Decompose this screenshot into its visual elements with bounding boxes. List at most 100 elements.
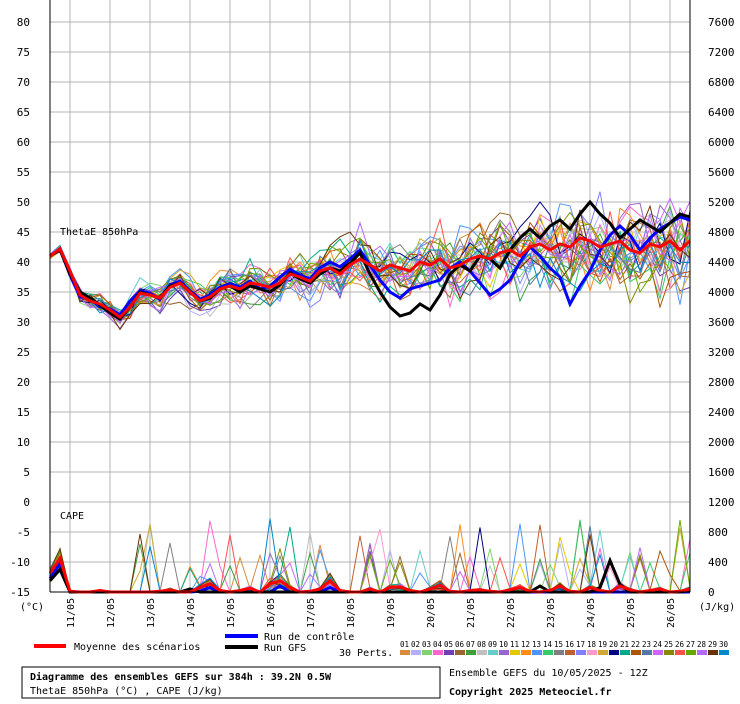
- left-tick-label: 55: [17, 166, 30, 179]
- pert-color-swatch: [477, 650, 487, 655]
- pert-color-swatch: [620, 650, 630, 655]
- pert-color-swatch: [455, 650, 465, 655]
- x-tick-label: 18/05: [346, 598, 357, 628]
- left-axis-unit: (°C): [20, 602, 44, 613]
- perturbation-legend: 01 02 03 04 05 06 07 08 09 10 11 12 13 14 15 16 17 18 19 20…: [400, 640, 729, 655]
- right-tick-label: 4000: [708, 286, 735, 299]
- right-tick-label: 3200: [708, 346, 735, 359]
- pert-color-swatch: [422, 650, 432, 655]
- left-tick-label: -5: [17, 526, 30, 539]
- pert-color-swatch: [433, 650, 443, 655]
- right-tick-label: 5600: [708, 166, 735, 179]
- pert-color-swatch: [664, 650, 674, 655]
- perturbation-thetae-line: [49, 221, 691, 324]
- right-tick-label: 2800: [708, 376, 735, 389]
- left-tick-label: 10: [17, 436, 30, 449]
- pert-number-label: 07: [466, 640, 475, 649]
- right-tick-label: 4400: [708, 256, 735, 269]
- left-tick-label: 65: [17, 106, 30, 119]
- pert-number-label: 19: [598, 640, 607, 649]
- pert-number-label: 01: [400, 640, 409, 649]
- left-tick-label: 45: [17, 226, 30, 239]
- x-tick-label: 20/05: [426, 598, 437, 628]
- right-tick-label: 2000: [708, 436, 735, 449]
- pert-number-label: 11: [510, 640, 519, 649]
- right-tick-label: 7200: [708, 46, 735, 59]
- right-tick-label: 4800: [708, 226, 735, 239]
- pert-color-swatch: [554, 650, 564, 655]
- pert-color-swatch: [444, 650, 454, 655]
- pert-number-label: 30: [719, 640, 729, 649]
- pert-color-swatch: [587, 650, 597, 655]
- panel-label-cape: CAPE: [60, 511, 84, 522]
- pert-number-label: 06: [455, 640, 465, 649]
- pert-number-label: 04: [433, 640, 443, 649]
- legend-gfs-label: Run GFS: [264, 643, 306, 654]
- left-tick-label: -15: [10, 586, 30, 599]
- right-tick-label: 2400: [708, 406, 735, 419]
- right-tick-label: 1200: [708, 496, 735, 509]
- pert-number-label: 13: [532, 640, 541, 649]
- legend-perts-label: 30 Perts.: [339, 648, 393, 659]
- footer-copyright: Copyright 2025 Meteociel.fr: [449, 686, 612, 698]
- left-tick-label: 60: [17, 136, 30, 149]
- left-tick-label: 80: [17, 16, 30, 29]
- right-tick-label: 7600: [708, 16, 735, 29]
- x-tick-label: 22/05: [506, 598, 517, 628]
- pert-number-label: 17: [576, 640, 585, 649]
- pert-number-label: 05: [444, 640, 453, 649]
- left-tick-label: 0: [23, 496, 30, 509]
- x-tick-label: 26/05: [666, 598, 677, 628]
- pert-number-label: 03: [422, 640, 431, 649]
- pert-number-label: 28: [697, 640, 707, 649]
- pert-number-label: 21: [620, 640, 629, 649]
- pert-number-label: 20: [609, 640, 619, 649]
- pert-color-swatch: [532, 650, 542, 655]
- left-tick-label: 50: [17, 196, 30, 209]
- pert-number-label: 10: [499, 640, 509, 649]
- pert-color-swatch: [488, 650, 498, 655]
- pert-number-label: 14: [543, 640, 553, 649]
- x-tick-label: 12/05: [106, 598, 117, 628]
- x-tick-label: 15/05: [226, 598, 237, 628]
- pert-color-swatch: [697, 650, 707, 655]
- legend-mean-label: Moyenne des scénarios: [74, 641, 200, 653]
- footer-title: Diagramme des ensembles GEFS sur 384h : …: [30, 671, 332, 683]
- pert-number-label: 29: [708, 640, 717, 649]
- right-tick-label: 3600: [708, 316, 735, 329]
- pert-color-swatch: [499, 650, 509, 655]
- pert-number-label: 26: [675, 640, 685, 649]
- pert-number-label: 02: [411, 640, 420, 649]
- pert-color-swatch: [598, 650, 608, 655]
- left-tick-label: 5: [23, 466, 30, 479]
- pert-color-swatch: [543, 650, 553, 655]
- x-tick-label: 25/05: [626, 598, 637, 628]
- x-tick-label: 14/05: [186, 598, 197, 628]
- pert-color-swatch: [411, 650, 421, 655]
- pert-color-swatch: [653, 650, 663, 655]
- pert-number-label: 16: [565, 640, 575, 649]
- right-tick-label: 6800: [708, 76, 735, 89]
- pert-color-swatch: [642, 650, 652, 655]
- right-tick-label: 400: [708, 556, 728, 569]
- pert-number-label: 23: [642, 640, 651, 649]
- right-tick-label: 800: [708, 526, 728, 539]
- perturbation-thetae-line: [49, 230, 691, 311]
- right-tick-label: 1600: [708, 466, 735, 479]
- legend: Moyenne des scénarios Run de contrôle Ru…: [34, 631, 729, 659]
- pert-number-label: 27: [686, 640, 695, 649]
- pert-color-swatch: [521, 650, 531, 655]
- pert-number-label: 15: [554, 640, 563, 649]
- footer-title-box: [21, 666, 441, 699]
- left-tick-label: 35: [17, 286, 30, 299]
- footer-run-info: Ensemble GEFS du 10/05/2025 - 12Z: [449, 668, 648, 679]
- left-tick-label: 40: [17, 256, 30, 269]
- pert-number-label: 09: [488, 640, 497, 649]
- right-tick-label: 6400: [708, 106, 735, 119]
- x-tick-label: 19/05: [386, 598, 397, 628]
- x-tick-label: 24/05: [586, 598, 597, 628]
- pert-color-swatch: [576, 650, 586, 655]
- x-tick-label: 11/05: [66, 598, 77, 628]
- x-tick-label: 17/05: [306, 598, 317, 628]
